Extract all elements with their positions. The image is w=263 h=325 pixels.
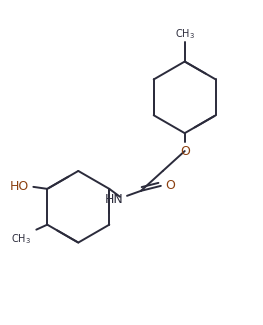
Text: HN: HN	[104, 193, 123, 206]
Text: O: O	[165, 179, 175, 192]
Text: CH$_3$: CH$_3$	[11, 233, 31, 246]
Text: O: O	[180, 145, 190, 158]
Text: CH$_3$: CH$_3$	[175, 27, 195, 41]
Text: HO: HO	[10, 180, 29, 193]
